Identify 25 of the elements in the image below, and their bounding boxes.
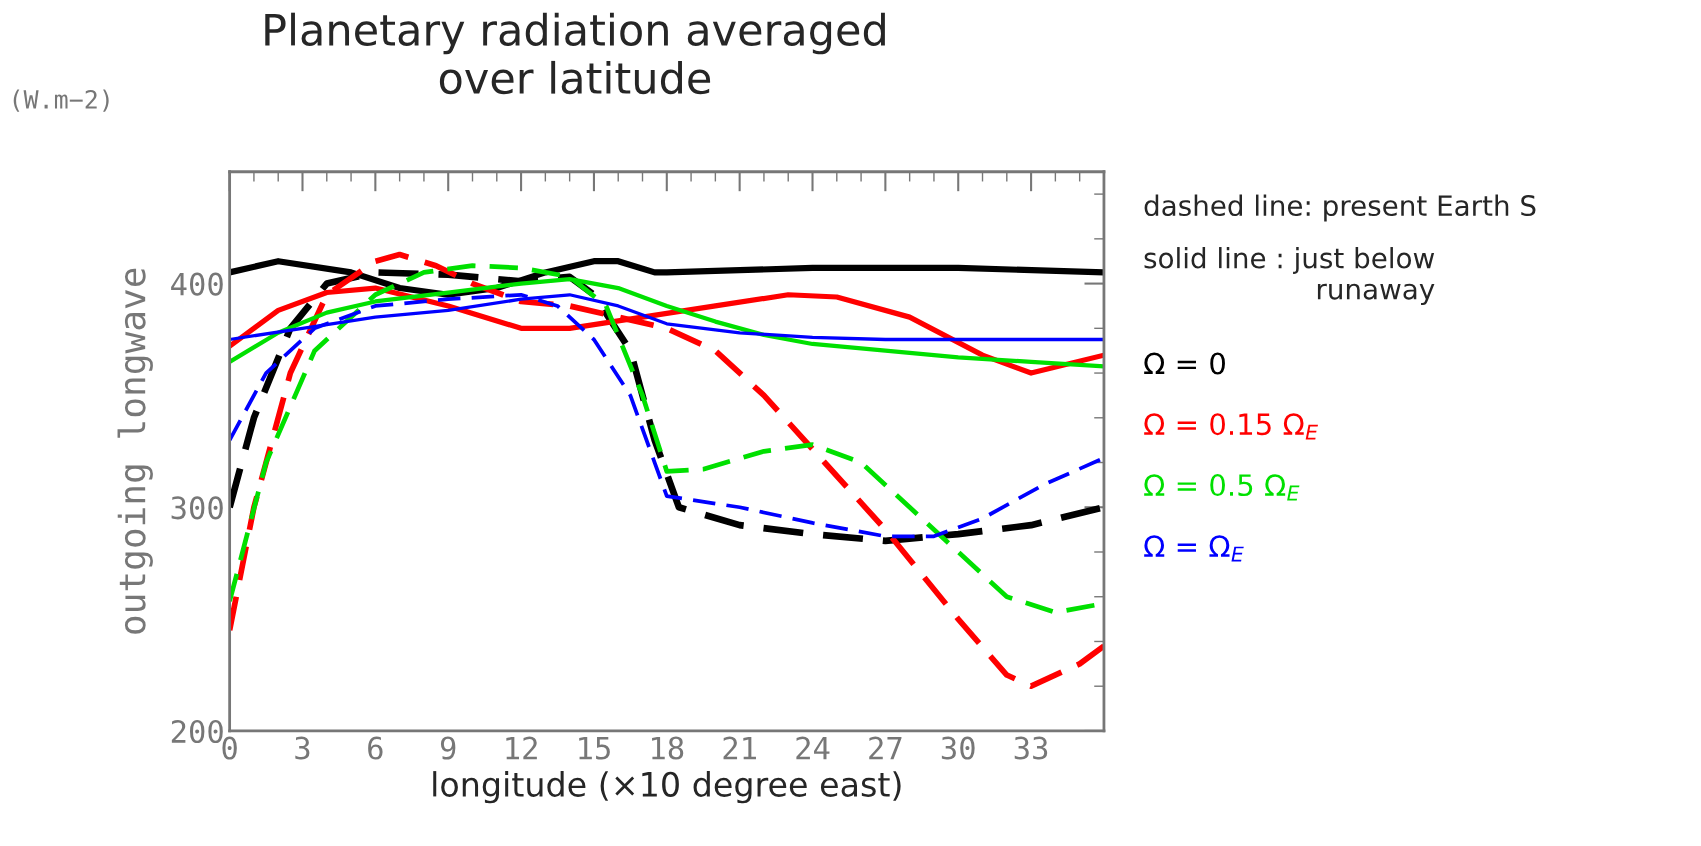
x-tick-label: 18: [652, 736, 684, 760]
x-tick-label: 24: [796, 736, 830, 760]
x-tick-label: 33: [1014, 736, 1048, 760]
x-tick-label: 0: [222, 736, 237, 760]
x-tick-label: 27: [869, 736, 902, 760]
text: (W.m−2): [13, 89, 109, 112]
x-tick-label: 30: [941, 736, 975, 760]
x-tick-label: 3: [295, 736, 310, 760]
x-tick-label: 6: [368, 736, 383, 760]
x-tick-label: 15: [579, 736, 610, 760]
text: solid line : just below runaway: [1144, 247, 1435, 306]
y-tick-label: 300: [171, 496, 223, 520]
y-axis-title: outgoing longwave: [117, 268, 153, 634]
text: Ω = 0.5 Ω$_{E}$: [1144, 474, 1300, 501]
x-tick-label: 12: [506, 736, 537, 760]
text: Ω = 0: [1144, 352, 1225, 375]
chart-title: Planetary radiation averaged over latitude: [265, 12, 885, 95]
x-tick-label: 21: [723, 736, 756, 760]
x-axis-title: longitude (×10 degree east): [433, 771, 901, 804]
x-tick-label: 9: [440, 736, 456, 760]
text: dashed line: present Earth S: [1144, 194, 1536, 222]
y-tick-label: 200: [171, 719, 223, 744]
y-tick-label: 400: [171, 272, 223, 296]
text: Ω = 0.15 Ω$_{E}$: [1144, 413, 1318, 440]
text: Ω = Ω$_{E}$: [1144, 535, 1244, 562]
